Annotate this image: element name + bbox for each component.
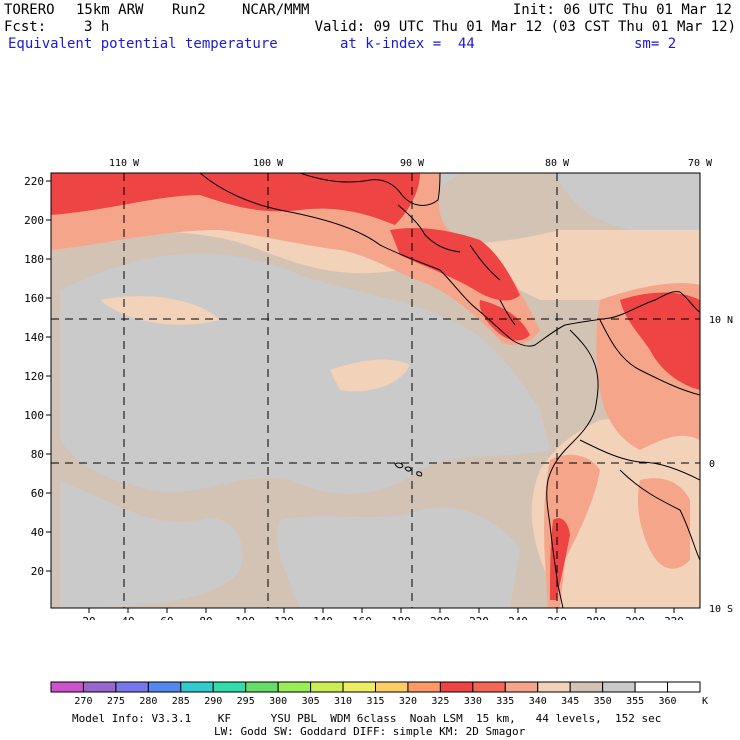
org-label: NCAR/MMM: [242, 2, 310, 18]
colorbar-label: 320: [399, 696, 417, 707]
colorbar-unit: K: [702, 696, 708, 707]
colorbar-swatch: [569, 681, 604, 693]
y-tick-label: 180: [24, 253, 44, 266]
lat-lon-grid: [51, 173, 700, 608]
colorbar-label: 325: [431, 696, 449, 707]
colorbar: 270 275 280 285 290 295 300 305 310 315 320 325 330 3…: [50, 681, 708, 707]
x-tick-label: 60: [160, 615, 173, 620]
x-tick-label: 80: [199, 615, 212, 620]
x-tick-label: 220: [469, 615, 489, 620]
colorbar-label: 355: [626, 696, 644, 707]
colorbar-swatch: [634, 681, 669, 693]
y-tick-label: 80: [31, 448, 44, 461]
colorbar-swatch: [375, 681, 409, 693]
colorbar-swatch: [245, 681, 279, 693]
colorbar-label: 360: [659, 696, 677, 707]
colorbar-label: 300: [269, 696, 287, 707]
lat-label-10n: 10 N: [709, 315, 733, 326]
colorbar-swatch: [407, 681, 441, 693]
theta-e-field: [51, 173, 700, 608]
map-panel: 110 W 100 W 90 W 80 W 70 W 10 N 0 10 S 2…: [24, 158, 733, 620]
x-tick-label: 40: [121, 615, 134, 620]
physics-info: LW: Godd SW: Goddard DIFF: simple KM: 2D…: [214, 725, 526, 738]
y-tick-label: 100: [24, 409, 44, 422]
colorbar-label: 315: [366, 696, 384, 707]
axis-ticks: [46, 180, 675, 613]
colorbar-swatches: [50, 681, 701, 693]
y-tick-label: 20: [31, 565, 44, 578]
model-name: TORERO: [4, 2, 55, 18]
x-tick-label: 260: [547, 615, 567, 620]
y-tick-label: 140: [24, 331, 44, 344]
colorbar-swatch: [115, 681, 149, 693]
colorbar-swatch: [310, 681, 344, 693]
x-tick-label: 320: [664, 615, 684, 620]
colorbar-label: 310: [334, 696, 352, 707]
colorbar-label: 295: [237, 696, 255, 707]
colorbar-label: 340: [529, 696, 547, 707]
lon-label-70w: 70 W: [688, 158, 713, 169]
run-label: Run2: [172, 2, 206, 18]
colorbar-swatch: [50, 681, 84, 693]
colorbar-swatch: [472, 681, 506, 693]
colorbar-swatch: [537, 681, 571, 693]
colorbar-swatch: [342, 681, 376, 693]
x-tick-label: 160: [352, 615, 372, 620]
x-tick-label: 100: [235, 615, 255, 620]
field-name: Equivalent potential temperature: [8, 36, 278, 52]
smoothing-label: sm= 2: [634, 36, 677, 52]
y-tick-label: 40: [31, 526, 44, 539]
x-tick-label: 20: [82, 615, 95, 620]
model-info: Model Info: V3.3.1 KF YSU PBL WDM 6class…: [72, 712, 662, 725]
x-tick-label: 200: [430, 615, 450, 620]
lon-label-100w: 100 W: [253, 158, 284, 169]
x-tick-label: 140: [313, 615, 333, 620]
colorbar-label: 280: [139, 696, 157, 707]
y-tick-label: 220: [24, 175, 44, 188]
level-label: at k-index = 44: [340, 36, 475, 52]
colorbar-label: 335: [496, 696, 514, 707]
lon-label-90w: 90 W: [400, 158, 425, 169]
x-tick-label: 300: [625, 615, 645, 620]
colorbar-swatch: [439, 681, 474, 693]
colorbar-label: 275: [107, 696, 125, 707]
colorbar-swatch: [180, 681, 214, 693]
colorbar-swatch: [147, 681, 182, 693]
colorbar-label: 345: [561, 696, 579, 707]
colorbar-swatch: [602, 681, 636, 693]
forecast-hour: 3 h: [84, 19, 110, 35]
colorbar-label: 290: [204, 696, 222, 707]
colorbar-label: 270: [74, 696, 92, 707]
lat-label-0: 0: [709, 459, 715, 470]
x-tick-label: 280: [586, 615, 606, 620]
valid-time: Valid: 09 UTC Thu 01 Mar 12 (03 CST Thu …: [314, 19, 736, 35]
init-time: Init: 06 UTC Thu 01 Mar 12: [512, 2, 732, 18]
coastlines: [199, 173, 700, 608]
y-tick-label: 200: [24, 214, 44, 227]
colorbar-label: 285: [172, 696, 190, 707]
y-tick-label: 60: [31, 487, 44, 500]
y-tick-label: 160: [24, 292, 44, 305]
model-resolution: 15km ARW: [76, 2, 144, 18]
colorbar-label: 305: [302, 696, 320, 707]
x-tick-label: 180: [391, 615, 411, 620]
colorbar-label: 330: [464, 696, 482, 707]
colorbar-swatch: [82, 681, 117, 693]
x-tick-label: 240: [508, 615, 528, 620]
colorbar-label: 350: [594, 696, 612, 707]
colorbar-swatch: [504, 681, 539, 693]
colorbar-swatch: [212, 681, 247, 693]
map-frame: [50, 172, 701, 609]
x-tick-label: 120: [274, 615, 294, 620]
lon-label-80w: 80 W: [545, 158, 570, 169]
lon-label-110w: 110 W: [109, 158, 140, 169]
forecast-label: Fcst:: [4, 19, 47, 35]
colorbar-swatch: [277, 681, 312, 693]
y-tick-label: 120: [24, 370, 44, 383]
lat-label-10s: 10 S: [709, 604, 733, 615]
colorbar-swatch: [667, 681, 701, 693]
